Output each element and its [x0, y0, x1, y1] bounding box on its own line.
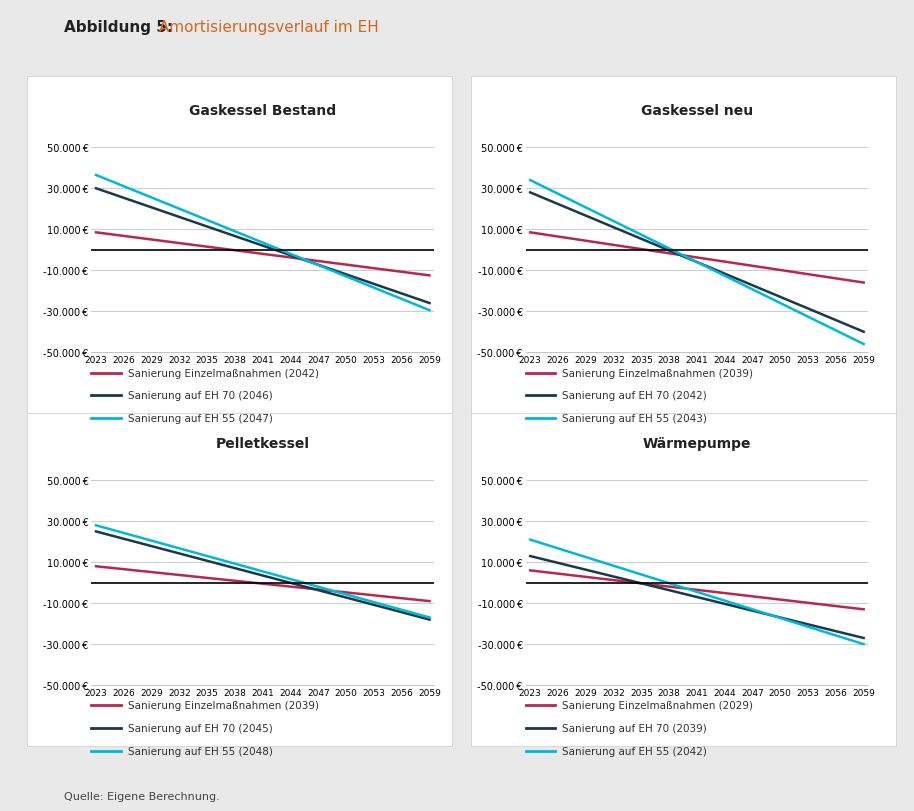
Text: Sanierung auf EH 70 (2039): Sanierung auf EH 70 (2039) [562, 723, 707, 733]
Text: Sanierung Einzelmaßnahmen (2039): Sanierung Einzelmaßnahmen (2039) [562, 368, 753, 378]
Text: Sanierung auf EH 70 (2046): Sanierung auf EH 70 (2046) [128, 391, 272, 401]
Text: Sanierung auf EH 55 (2047): Sanierung auf EH 55 (2047) [128, 414, 273, 423]
Text: Sanierung auf EH 70 (2042): Sanierung auf EH 70 (2042) [562, 391, 707, 401]
Text: Gaskessel Bestand: Gaskessel Bestand [189, 104, 336, 118]
Text: Sanierung Einzelmaßnahmen (2042): Sanierung Einzelmaßnahmen (2042) [128, 368, 319, 378]
Text: Sanierung Einzelmaßnahmen (2029): Sanierung Einzelmaßnahmen (2029) [562, 701, 753, 710]
Text: Gaskessel neu: Gaskessel neu [641, 104, 753, 118]
Text: Abbildung 5:: Abbildung 5: [64, 20, 173, 35]
Text: Sanierung auf EH 55 (2042): Sanierung auf EH 55 (2042) [562, 746, 707, 756]
Text: Sanierung auf EH 55 (2043): Sanierung auf EH 55 (2043) [562, 414, 707, 423]
Text: Wärmepumpe: Wärmepumpe [643, 436, 751, 450]
Text: Amortisierungsverlauf im EH: Amortisierungsverlauf im EH [154, 20, 378, 35]
Text: Pelletkessel: Pelletkessel [216, 436, 310, 450]
Text: Sanierung Einzelmaßnahmen (2039): Sanierung Einzelmaßnahmen (2039) [128, 701, 319, 710]
Text: Sanierung auf EH 55 (2048): Sanierung auf EH 55 (2048) [128, 746, 273, 756]
Text: Sanierung auf EH 70 (2045): Sanierung auf EH 70 (2045) [128, 723, 272, 733]
Text: Quelle: Eigene Berechnung.: Quelle: Eigene Berechnung. [64, 792, 219, 801]
